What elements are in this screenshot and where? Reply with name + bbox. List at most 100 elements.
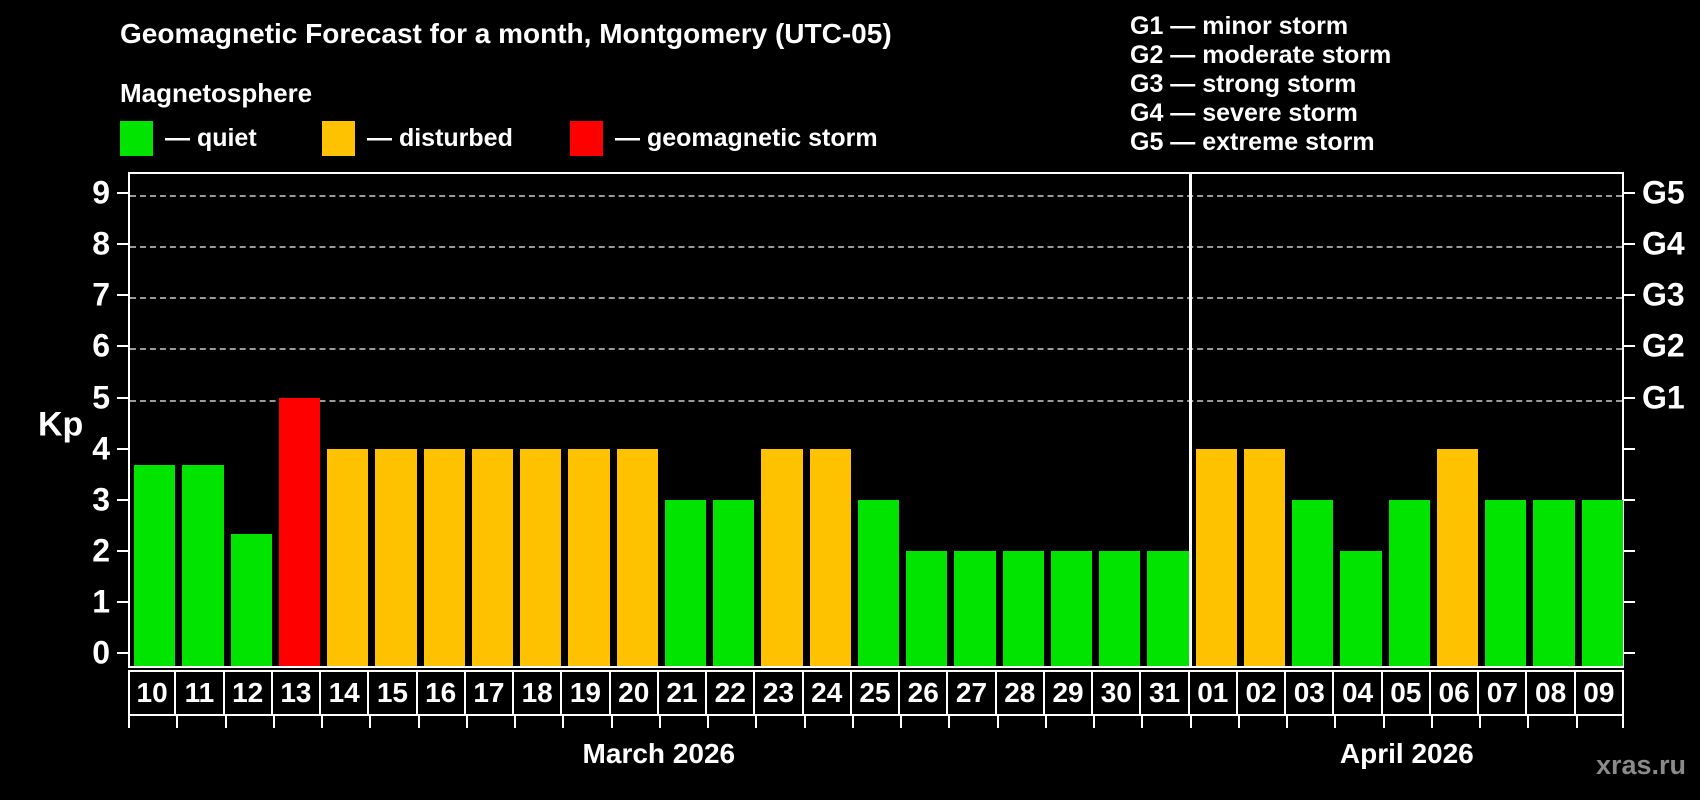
bar-day-02 xyxy=(1243,448,1286,666)
bar-day-22 xyxy=(713,499,755,666)
g-scale-legend: G1 — minor storm G2 — moderate storm G3 … xyxy=(1130,12,1391,157)
y-tick-right-7 xyxy=(1624,294,1635,297)
legend-label-storm: — geomagnetic storm xyxy=(615,123,878,152)
y-axis-title: Kp xyxy=(38,405,84,444)
bar-day-30 xyxy=(1099,550,1141,666)
storm-swatch-icon xyxy=(570,120,603,156)
y-tick-label-6: 6 xyxy=(92,327,110,364)
date-boundary-tick-22 xyxy=(1189,716,1192,728)
bar-day-15 xyxy=(375,448,417,666)
date-cell-13: 13 xyxy=(270,670,322,716)
month-divider xyxy=(1188,174,1192,666)
magnetosphere-label: Magnetosphere xyxy=(120,78,313,108)
bar-day-14 xyxy=(327,448,369,666)
y-tick-left-3 xyxy=(117,498,128,501)
date-cell-03: 03 xyxy=(1284,670,1335,716)
chart-title: Geomagnetic Forecast for a month, Montgo… xyxy=(120,18,892,49)
date-boundary-tick-14 xyxy=(803,716,806,728)
gridline-kp5 xyxy=(130,399,1622,402)
date-cell-21: 21 xyxy=(656,670,708,716)
date-boundary-tick-21 xyxy=(1141,716,1144,728)
y-tick-right-2 xyxy=(1624,549,1635,552)
date-cell-31: 31 xyxy=(1139,670,1190,716)
bar-day-29 xyxy=(1050,550,1093,666)
y-tick-left-8 xyxy=(117,243,128,246)
quiet-swatch-icon xyxy=(120,120,153,156)
date-boundary-tick-16 xyxy=(900,716,903,728)
date-boundary-tick-11 xyxy=(658,716,661,728)
y-tick-right-6 xyxy=(1624,345,1635,348)
date-cell-30: 30 xyxy=(1091,670,1142,716)
date-cell-15: 15 xyxy=(367,670,418,716)
g5-legend-line: G5 — extreme storm xyxy=(1130,128,1375,156)
date-cell-23: 23 xyxy=(753,670,804,716)
gridline-kp6 xyxy=(130,348,1622,351)
y-tick-label-8: 8 xyxy=(92,225,110,262)
date-cell-24: 24 xyxy=(801,670,852,716)
month-label-march: March 2026 xyxy=(582,738,736,769)
date-cell-16: 16 xyxy=(415,670,466,716)
date-cell-06: 06 xyxy=(1428,670,1480,716)
bar-day-11 xyxy=(182,465,224,666)
date-boundary-tick-10 xyxy=(610,716,613,728)
date-boundary-tick-8 xyxy=(514,716,517,728)
g-scale-label-g2: G2 xyxy=(1642,327,1685,364)
g-scale-label-g5: G5 xyxy=(1642,174,1685,211)
y-tick-left-1 xyxy=(117,600,128,603)
bar-day-28 xyxy=(1002,550,1044,666)
bar-day-20 xyxy=(616,448,658,666)
date-cell-07: 07 xyxy=(1477,670,1528,716)
legend-item-storm: — geomagnetic storm xyxy=(570,120,878,156)
bar-day-19 xyxy=(568,448,610,666)
bar-day-31 xyxy=(1147,550,1189,666)
date-boundary-tick-28 xyxy=(1479,716,1482,728)
date-boundary-tick-25 xyxy=(1334,716,1337,728)
date-boundary-tick-2 xyxy=(224,716,227,728)
date-cell-08: 08 xyxy=(1525,670,1576,716)
y-tick-label-5: 5 xyxy=(92,379,110,415)
date-cell-10: 10 xyxy=(128,670,177,716)
date-cell-20: 20 xyxy=(608,670,659,716)
y-tick-label-7: 7 xyxy=(92,276,110,313)
date-cell-26: 26 xyxy=(898,670,949,716)
y-tick-label-3: 3 xyxy=(92,481,110,518)
gridline-kp8 xyxy=(130,246,1622,249)
legend-label-quiet: — quiet xyxy=(165,123,257,152)
date-boundary-tick-4 xyxy=(321,716,324,728)
bar-day-07 xyxy=(1485,499,1527,666)
bar-day-16 xyxy=(423,448,465,666)
plot-area xyxy=(128,172,1624,668)
date-boundary-tick-30 xyxy=(1575,716,1578,728)
y-tick-left-0 xyxy=(117,652,128,654)
y-tick-right-4 xyxy=(1624,447,1635,450)
y-tick-left-5 xyxy=(117,396,128,399)
date-boundary-tick-12 xyxy=(707,716,710,728)
y-tick-right-5 xyxy=(1624,396,1635,399)
date-boundary-tick-27 xyxy=(1430,716,1433,728)
date-cell-25: 25 xyxy=(849,670,901,716)
bar-day-04 xyxy=(1340,550,1382,666)
date-cell-27: 27 xyxy=(946,670,997,716)
date-cell-18: 18 xyxy=(512,670,563,716)
y-tick-left-6 xyxy=(117,345,128,348)
g-scale-label-g4: G4 xyxy=(1642,225,1685,262)
y-tick-right-1 xyxy=(1624,600,1635,603)
date-cell-02: 02 xyxy=(1235,670,1287,716)
bar-day-25 xyxy=(857,499,900,666)
date-cell-29: 29 xyxy=(1042,670,1094,716)
bar-day-18 xyxy=(520,448,562,666)
date-boundary-tick-19 xyxy=(1044,716,1047,728)
y-tick-label-0: 0 xyxy=(92,634,110,671)
date-cell-19: 19 xyxy=(560,670,611,716)
date-cell-17: 17 xyxy=(463,670,515,716)
bar-day-26 xyxy=(906,550,948,666)
date-cell-05: 05 xyxy=(1380,670,1431,716)
bar-day-08 xyxy=(1533,499,1575,666)
bar-day-24 xyxy=(809,448,851,666)
date-boundary-tick-23 xyxy=(1237,716,1240,728)
y-tick-label-9: 9 xyxy=(92,174,110,211)
gridline-kp9 xyxy=(130,195,1622,198)
date-boundary-tick-20 xyxy=(1093,716,1096,728)
legend-item-disturbed: — disturbed xyxy=(322,120,513,156)
bar-day-01 xyxy=(1195,448,1237,666)
